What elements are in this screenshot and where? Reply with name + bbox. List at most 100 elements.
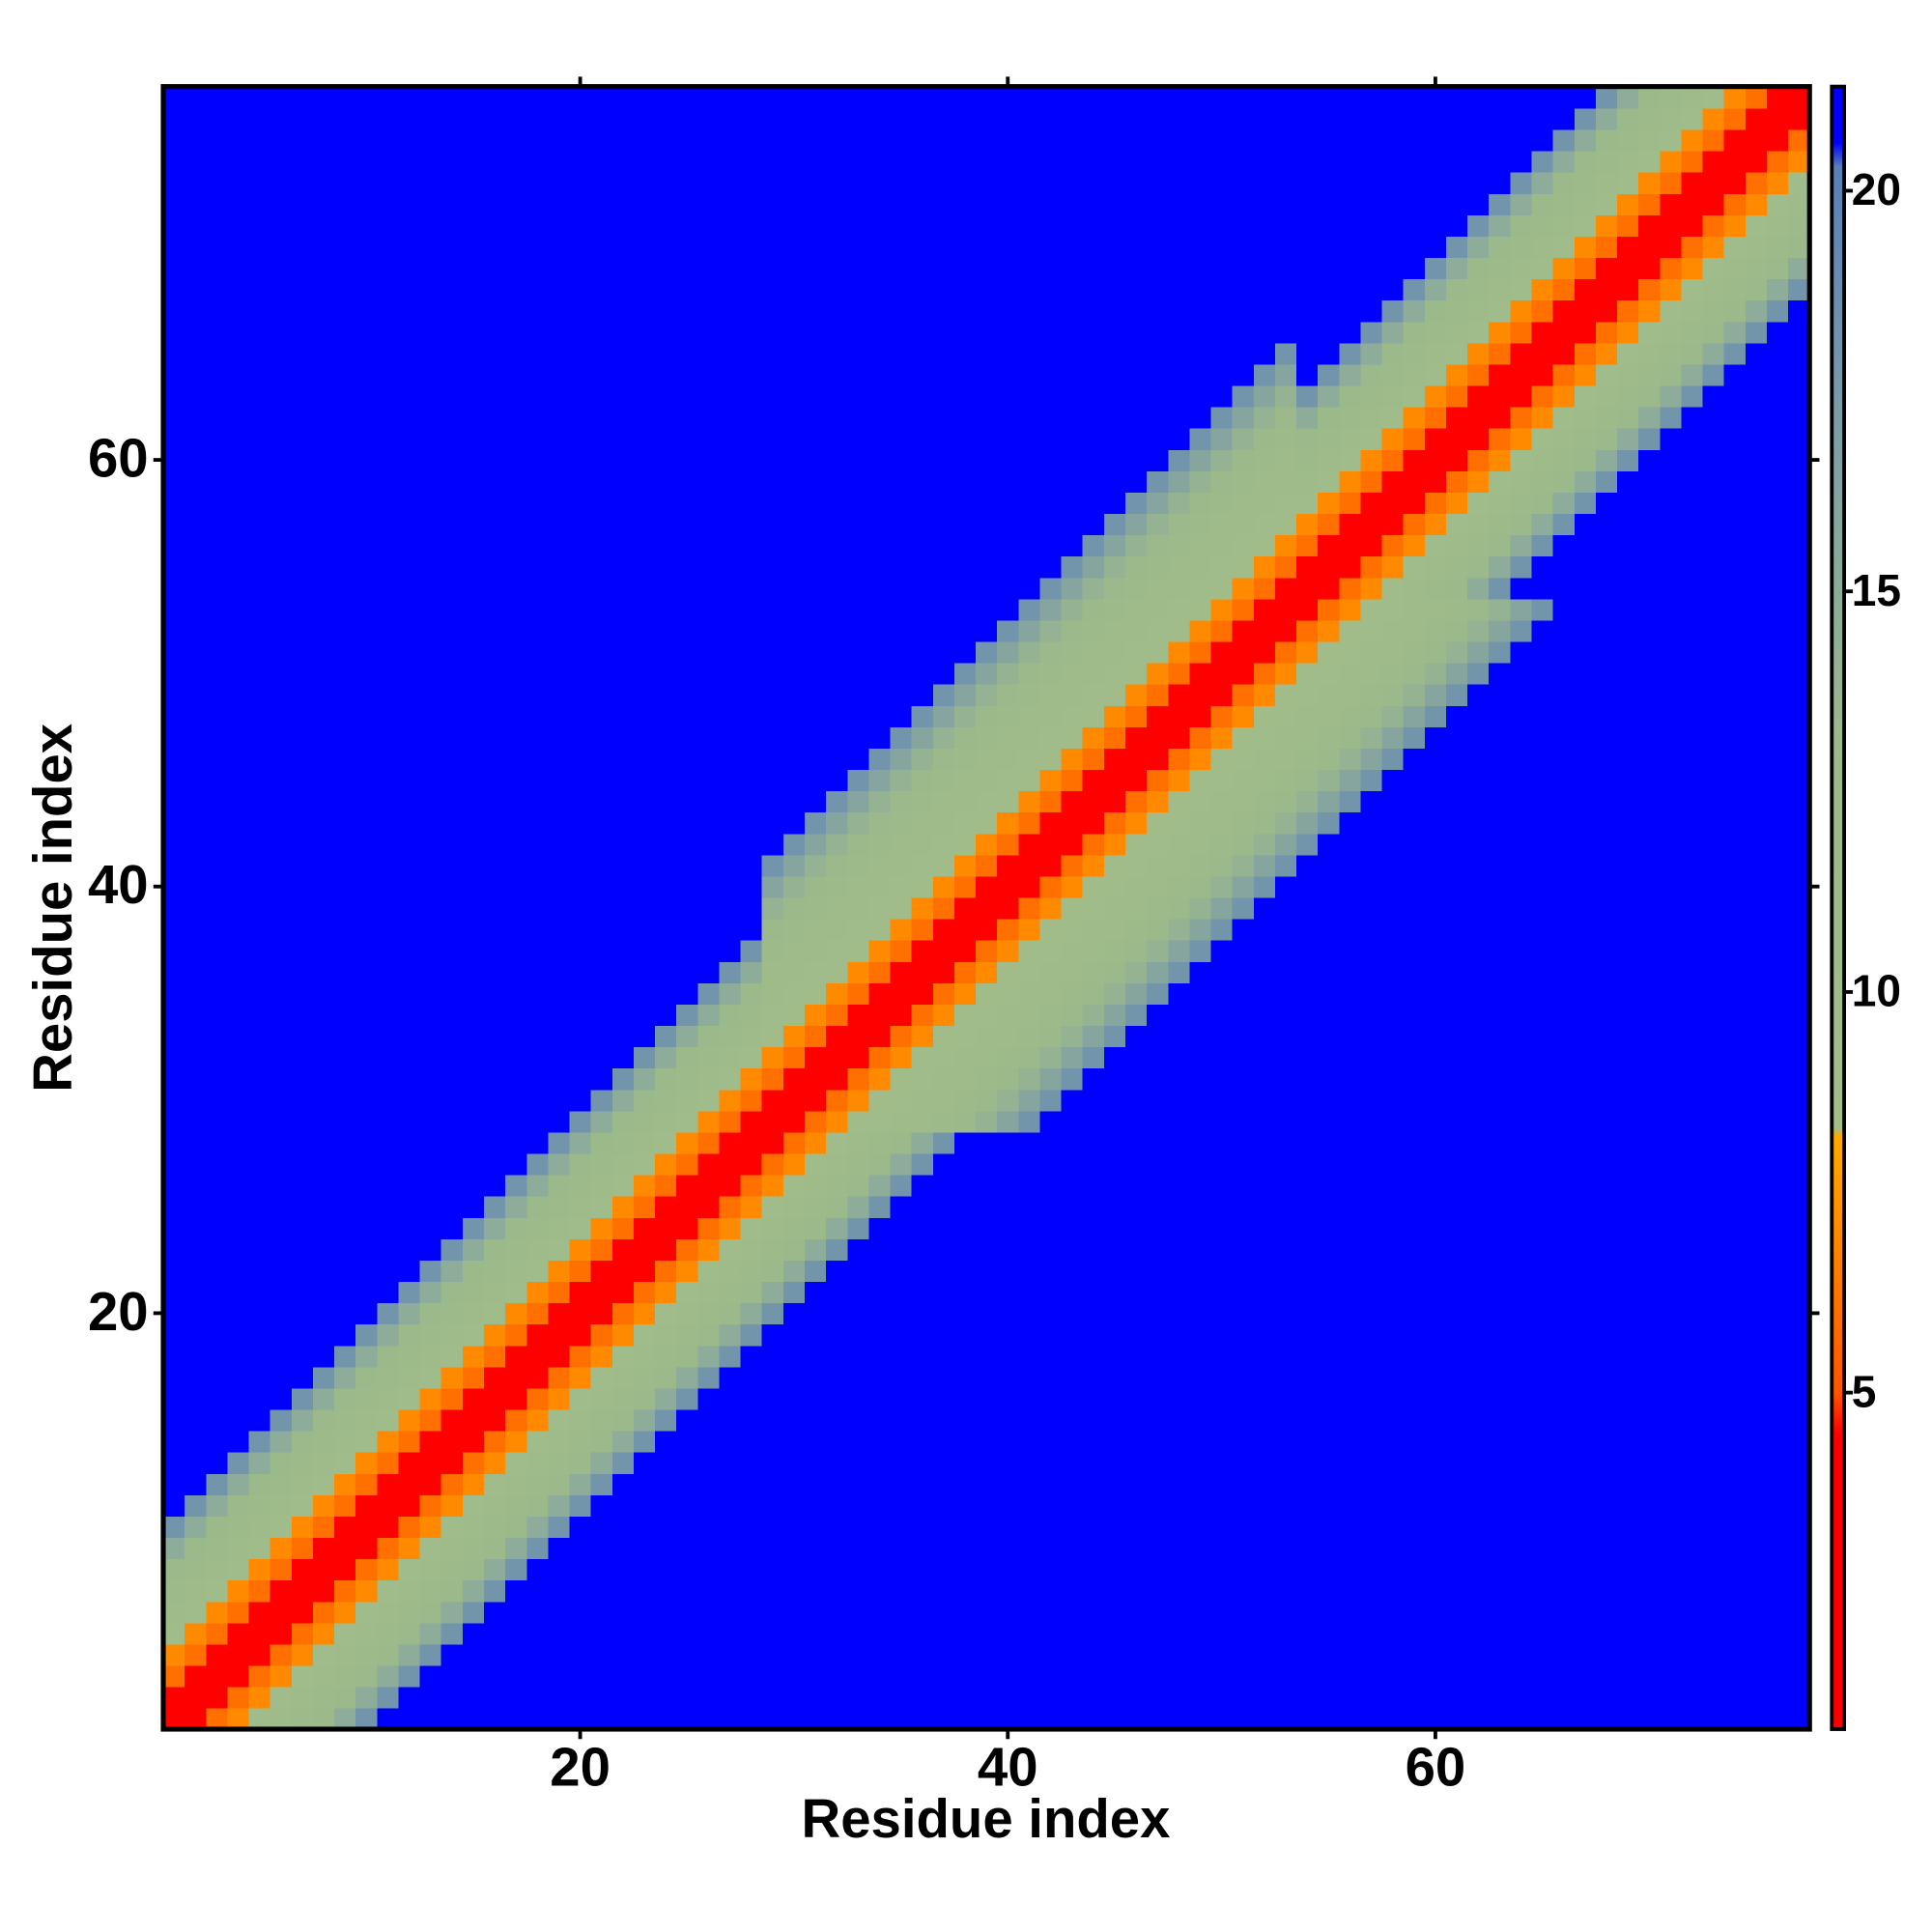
heatmap-cell: [1360, 1537, 1383, 1560]
heatmap-cell: [548, 1302, 571, 1325]
heatmap-cell: [355, 1366, 379, 1389]
heatmap-cell: [1168, 1217, 1191, 1239]
heatmap-cell: [270, 214, 293, 237]
heatmap-cell: [633, 769, 656, 792]
heatmap-cell: [804, 107, 827, 130]
heatmap-cell: [740, 1579, 763, 1603]
heatmap-cell: [655, 1622, 677, 1645]
heatmap-cell: [1681, 1516, 1704, 1539]
heatmap-cell: [1296, 875, 1319, 898]
heatmap-cell: [291, 1494, 314, 1517]
heatmap-cell: [1103, 107, 1126, 130]
heatmap-cell: [719, 1323, 742, 1347]
heatmap-cell: [1018, 1473, 1041, 1495]
heatmap-cell: [505, 1366, 528, 1389]
heatmap-cell: [1403, 1516, 1426, 1539]
heatmap-cell: [1660, 1131, 1683, 1154]
heatmap-cell: [697, 384, 721, 408]
heatmap-cell: [826, 833, 849, 856]
heatmap-cell: [163, 939, 185, 962]
heatmap-cell: [976, 128, 998, 152]
heatmap-cell: [719, 577, 742, 600]
heatmap-cell: [1082, 1430, 1105, 1453]
heatmap-cell: [890, 171, 913, 194]
heatmap-cell: [291, 150, 314, 173]
heatmap-cell: [890, 726, 913, 749]
heatmap-cell: [782, 1131, 806, 1154]
heatmap-cell: [270, 811, 293, 835]
heatmap-cell: [1339, 1473, 1362, 1495]
heatmap-cell: [355, 1302, 379, 1325]
heatmap-cell: [1103, 1473, 1126, 1495]
heatmap-cell: [419, 619, 442, 642]
heatmap-cell: [1489, 769, 1512, 792]
heatmap-cell: [248, 1238, 271, 1261]
heatmap-cell: [1638, 1430, 1662, 1453]
heatmap-cell: [719, 171, 742, 194]
heatmap-cell: [868, 833, 892, 856]
heatmap-cell: [932, 1025, 955, 1048]
heatmap-cell: [270, 1408, 293, 1432]
heatmap-cell: [976, 1537, 998, 1560]
heatmap-cell: [1124, 982, 1148, 1005]
heatmap-cell: [890, 1345, 913, 1368]
heatmap-cell: [740, 1110, 763, 1133]
heatmap-cell: [419, 236, 442, 259]
heatmap-cell: [868, 726, 892, 749]
heatmap-cell: [270, 1152, 293, 1176]
heatmap-cell: [1124, 811, 1148, 835]
heatmap-cell: [590, 1089, 613, 1112]
heatmap-cell: [1296, 918, 1319, 941]
heatmap-cell: [484, 1686, 506, 1709]
heatmap-cell: [569, 769, 592, 792]
heatmap-cell: [270, 193, 293, 215]
heatmap-cell: [334, 1430, 356, 1453]
heatmap-cell: [868, 1302, 892, 1325]
heatmap-cell: [377, 236, 400, 259]
heatmap-cell: [270, 1174, 293, 1197]
heatmap-cell: [462, 1302, 485, 1325]
heatmap-cell: [1339, 1430, 1362, 1453]
heatmap-cell: [206, 769, 229, 792]
heatmap-cell: [1638, 833, 1662, 856]
heatmap-cell: [248, 833, 271, 856]
heatmap-cell: [997, 1217, 1020, 1239]
heatmap-cell: [1082, 171, 1105, 194]
heatmap-cell: [1702, 1004, 1725, 1027]
heatmap-cell: [248, 790, 271, 813]
heatmap-cell: [1018, 1025, 1041, 1048]
heatmap-cell: [526, 257, 550, 280]
heatmap-cell: [804, 384, 827, 408]
heatmap-cell: [1723, 1110, 1747, 1133]
heatmap-cell: [1124, 1408, 1148, 1432]
heatmap-cell: [1766, 1473, 1789, 1495]
heatmap-cell: [611, 427, 635, 450]
heatmap-cell: [1745, 1537, 1768, 1560]
heatmap-cell: [1039, 748, 1063, 771]
heatmap-cell: [484, 918, 506, 941]
heatmap-cell: [740, 150, 763, 173]
heatmap-cell: [334, 598, 356, 621]
heatmap-cell: [997, 363, 1020, 386]
heatmap-cell: [185, 811, 208, 835]
heatmap-cell: [1318, 1537, 1341, 1560]
heatmap-cell: [676, 1025, 699, 1048]
heatmap-cell: [505, 1643, 528, 1666]
heatmap-cell: [1061, 492, 1084, 515]
heatmap-cell: [804, 1046, 827, 1069]
heatmap-cell: [1360, 1707, 1383, 1730]
heatmap-cell: [398, 748, 421, 771]
heatmap-cell: [185, 513, 208, 536]
heatmap-cell: [997, 342, 1020, 365]
heatmap-cell: [270, 150, 293, 173]
heatmap-cell: [1103, 961, 1126, 983]
heatmap-cell: [953, 1046, 977, 1069]
heatmap-cell: [953, 1025, 977, 1048]
heatmap-cell: [185, 1046, 208, 1069]
heatmap-cell: [440, 257, 464, 280]
heatmap-cell: [1339, 1408, 1362, 1432]
heatmap-cell: [484, 683, 506, 706]
heatmap-cell: [655, 128, 677, 152]
heatmap-cell: [1147, 1707, 1170, 1730]
heatmap-cell: [655, 449, 677, 471]
